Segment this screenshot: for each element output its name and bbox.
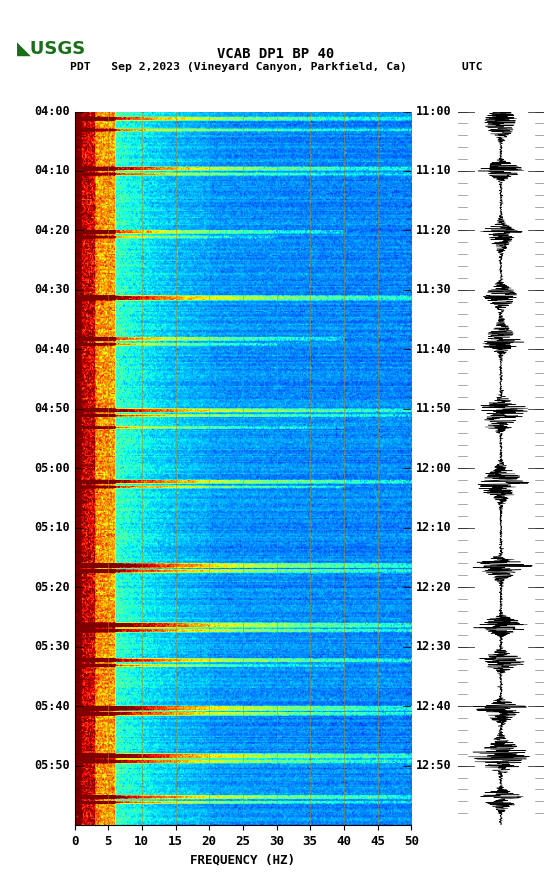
Text: ◣USGS: ◣USGS <box>17 40 86 58</box>
X-axis label: FREQUENCY (HZ): FREQUENCY (HZ) <box>190 854 295 866</box>
Text: 05:50: 05:50 <box>34 759 70 772</box>
Text: 05:30: 05:30 <box>34 640 70 653</box>
Text: 11:10: 11:10 <box>416 164 452 178</box>
Text: 12:00: 12:00 <box>416 462 452 475</box>
Text: 04:00: 04:00 <box>34 105 70 118</box>
Text: 04:40: 04:40 <box>34 343 70 356</box>
Text: 12:10: 12:10 <box>416 521 452 534</box>
Text: 05:00: 05:00 <box>34 462 70 475</box>
Text: 05:20: 05:20 <box>34 581 70 594</box>
Text: VCAB DP1 BP 40: VCAB DP1 BP 40 <box>217 47 335 62</box>
Text: 11:30: 11:30 <box>416 284 452 296</box>
Text: 05:10: 05:10 <box>34 521 70 534</box>
Text: 11:00: 11:00 <box>416 105 452 118</box>
Text: 11:40: 11:40 <box>416 343 452 356</box>
Text: PDT   Sep 2,2023 (Vineyard Canyon, Parkfield, Ca)        UTC: PDT Sep 2,2023 (Vineyard Canyon, Parkfie… <box>70 62 482 72</box>
Text: 04:10: 04:10 <box>34 164 70 178</box>
Text: 12:40: 12:40 <box>416 699 452 713</box>
Text: 04:50: 04:50 <box>34 402 70 416</box>
Text: 11:20: 11:20 <box>416 224 452 237</box>
Text: 04:20: 04:20 <box>34 224 70 237</box>
Text: 04:30: 04:30 <box>34 284 70 296</box>
Text: 05:40: 05:40 <box>34 699 70 713</box>
Text: 12:50: 12:50 <box>416 759 452 772</box>
Text: 12:20: 12:20 <box>416 581 452 594</box>
Text: 11:50: 11:50 <box>416 402 452 416</box>
Text: 12:30: 12:30 <box>416 640 452 653</box>
